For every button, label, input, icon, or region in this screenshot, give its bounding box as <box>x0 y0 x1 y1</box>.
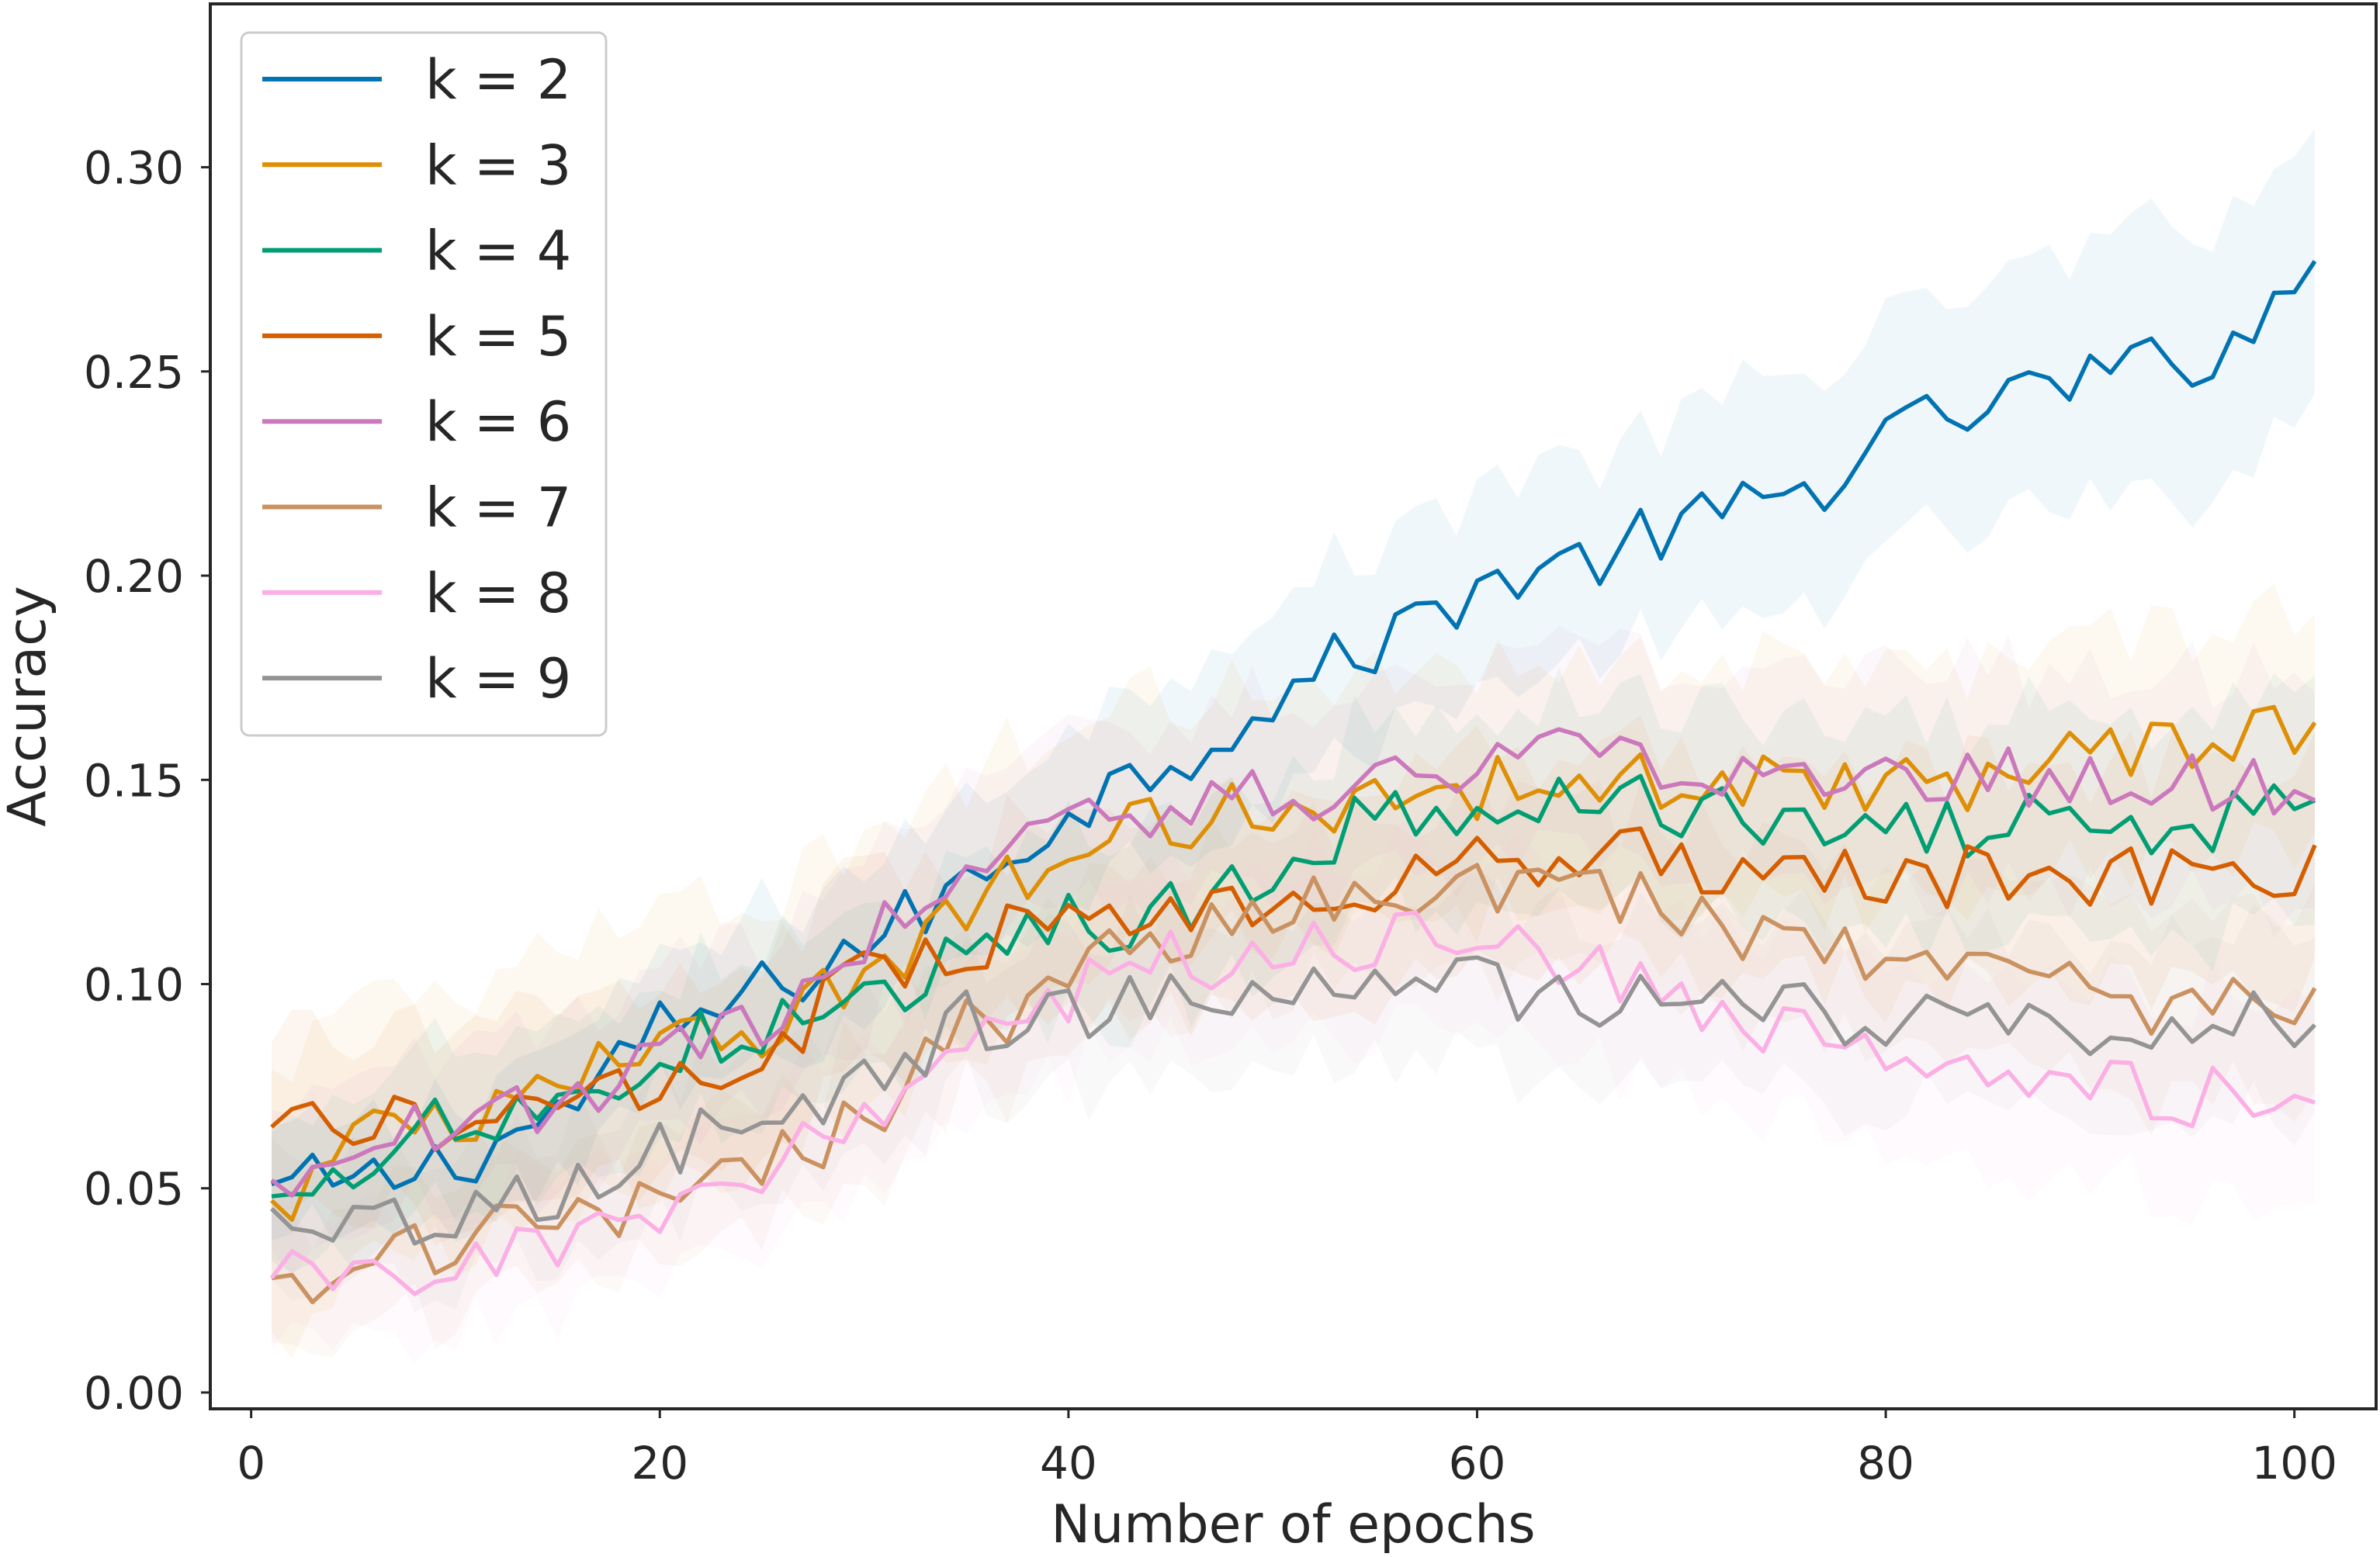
series-lines <box>269 260 2317 1305</box>
y-tick-label: 0.25 <box>84 346 184 399</box>
y-tick-label: 0.10 <box>84 958 184 1011</box>
y-axis-label: Accuracy <box>0 586 58 826</box>
legend: k = 2 k = 3 k = 4 k = 5 k = 6 k = 7 k = 8 k = 9 <box>240 31 608 737</box>
legend-label: k = 9 <box>425 647 571 711</box>
line-series-7 <box>269 910 2316 1296</box>
y-axis-ticks: 0.00 0.05 0.10 0.15 0.20 0.25 0.30 <box>84 142 210 1420</box>
legend-label: k = 2 <box>425 48 571 112</box>
x-tick-label: 0 <box>237 1437 265 1490</box>
band-series-2 <box>272 583 2315 1358</box>
y-tick-label: 0.00 <box>84 1367 184 1420</box>
y-tick-label: 0.20 <box>84 550 184 603</box>
line-series-6 <box>271 863 2317 1305</box>
band-series-8 <box>272 867 2315 1313</box>
legend-box <box>240 31 608 737</box>
legend-label: k = 5 <box>425 305 571 368</box>
x-tick-label: 20 <box>631 1437 688 1490</box>
band-series-6 <box>272 773 2315 1358</box>
band-series-7 <box>272 821 2315 1365</box>
legend-label: k = 3 <box>425 133 571 197</box>
band-series-4 <box>272 714 2315 1247</box>
y-tick-label: 0.15 <box>84 754 184 807</box>
line-series-5 <box>270 727 2316 1198</box>
legend-label: k = 4 <box>425 220 571 283</box>
y-tick-label: 0.30 <box>84 142 184 195</box>
line-series-4 <box>270 826 2317 1152</box>
x-axis-ticks: 0 20 40 60 80 100 <box>237 1409 2337 1490</box>
legend-label: k = 7 <box>425 476 571 540</box>
x-axis-label: Number of epochs <box>1051 1494 1535 1555</box>
legend-label: k = 8 <box>425 562 571 625</box>
x-tick-label: 60 <box>1449 1437 1506 1490</box>
y-tick-label: 0.05 <box>84 1163 184 1216</box>
line-series-8 <box>270 955 2316 1246</box>
plot-frame <box>209 2 2378 1410</box>
band-series-5 <box>272 625 2315 1277</box>
x-tick-label: 100 <box>2251 1437 2337 1490</box>
x-tick-label: 80 <box>1857 1437 1914 1490</box>
band-series-3 <box>272 667 2315 1273</box>
line-series-1 <box>271 260 2317 1190</box>
legend-label: k = 6 <box>425 390 571 454</box>
x-tick-label: 40 <box>1040 1437 1097 1490</box>
